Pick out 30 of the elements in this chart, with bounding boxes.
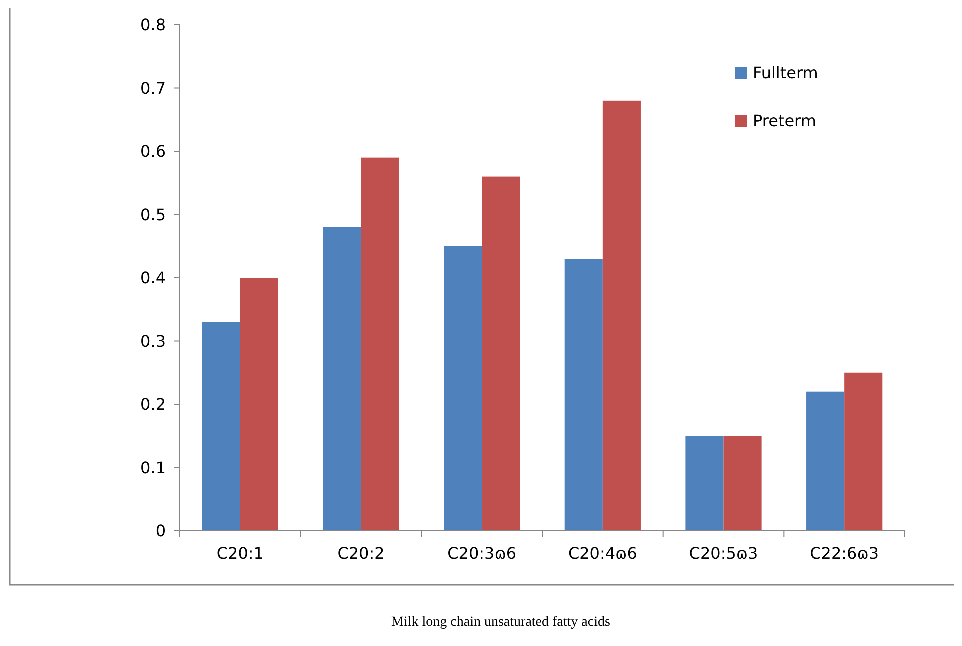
bar bbox=[564, 259, 603, 531]
text: Milk long chain unsaturated fatty acids bbox=[392, 615, 610, 630]
bar bbox=[482, 176, 520, 531]
y-tick-label: 0.3 bbox=[140, 332, 166, 351]
bar bbox=[240, 278, 278, 531]
x-tick-label: C20:3ɷ6 bbox=[448, 544, 517, 563]
bar bbox=[844, 372, 883, 531]
bar bbox=[323, 227, 362, 531]
bar bbox=[444, 246, 482, 531]
x-tick-label: C20:5ɷ3 bbox=[689, 544, 758, 563]
y-tick-label: 0.7 bbox=[140, 78, 166, 98]
y-tick-label: 0.2 bbox=[140, 395, 166, 414]
bar bbox=[361, 158, 400, 531]
x-tick-label: C20:4ɷ6 bbox=[568, 544, 638, 563]
bar bbox=[602, 100, 641, 531]
y-tick-label: 0.1 bbox=[140, 458, 166, 478]
y-tick-label: 0.6 bbox=[140, 142, 166, 162]
legend-label: Fullterm bbox=[753, 64, 818, 83]
y-tick-label: 0.5 bbox=[140, 205, 166, 224]
bar bbox=[724, 436, 762, 531]
bar bbox=[202, 322, 240, 531]
bar bbox=[806, 392, 845, 531]
x-tick-label: C22:6ɷ3 bbox=[810, 544, 880, 563]
x-tick-label: C20:1 bbox=[216, 544, 264, 563]
x-tick-label: C20:2 bbox=[338, 544, 385, 563]
y-tick-label: 0 bbox=[156, 522, 166, 541]
y-tick-label: 0.4 bbox=[140, 268, 166, 288]
legend-label: Preterm bbox=[753, 112, 816, 131]
y-tick-label: 0.8 bbox=[140, 16, 166, 35]
bar bbox=[686, 436, 724, 531]
